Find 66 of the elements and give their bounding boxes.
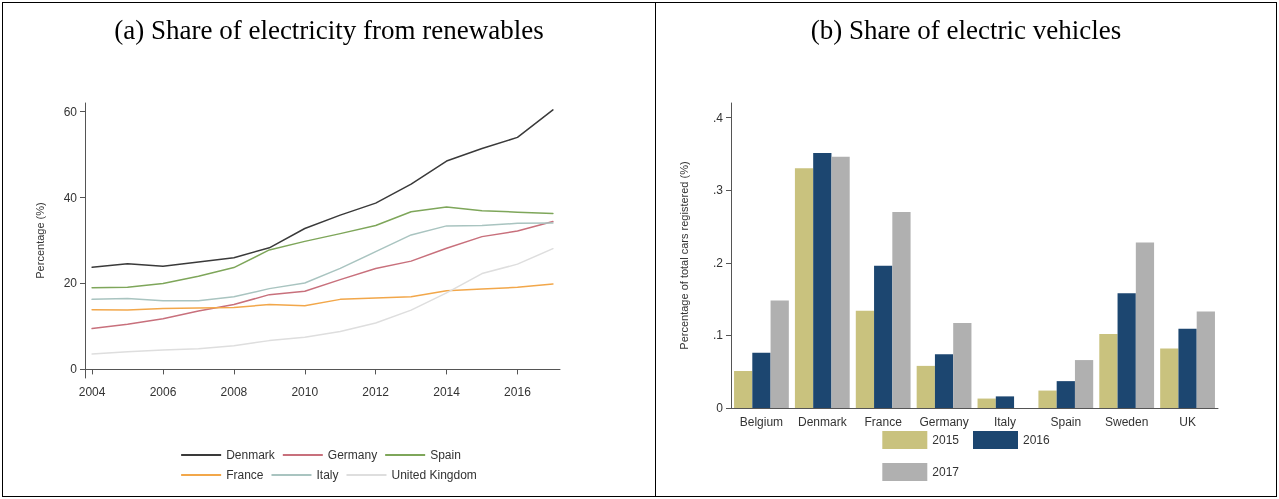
x-tick-label: 2014: [433, 385, 461, 399]
line-series: [91, 283, 554, 311]
x-tick-label: 2010: [291, 385, 319, 399]
legend-label: Spain: [430, 448, 461, 462]
bar: [794, 168, 814, 408]
y-tick-label: 40: [63, 190, 78, 205]
x-tick-label: 2012: [362, 385, 390, 399]
x-tick-label: Spain: [1050, 415, 1082, 429]
bar: [813, 153, 832, 408]
bar: [1099, 333, 1118, 408]
chart-title: (a) Share of electricity from renewables: [114, 14, 544, 45]
x-tick-label: 2006: [149, 385, 177, 399]
bar: [1160, 348, 1179, 408]
x-tick-label: Italy: [993, 415, 1016, 429]
bar: [1117, 293, 1136, 408]
bar: [1074, 360, 1094, 408]
line-series: [91, 109, 554, 268]
line-series: [91, 222, 554, 302]
legend-label: Italy: [316, 468, 339, 482]
x-tick-label: France: [864, 415, 903, 429]
bar: [916, 365, 935, 408]
bar: [1056, 381, 1075, 408]
bar: [831, 156, 850, 408]
y-tick-label: 20: [63, 276, 78, 291]
x-tick-label: UK: [1179, 415, 1196, 429]
y-tick-label: .1: [712, 328, 724, 343]
y-tick-label: .2: [712, 255, 724, 270]
y-tick-label: 0: [70, 362, 78, 377]
bar: [734, 370, 753, 408]
x-tick-label: Belgium: [739, 415, 784, 429]
line-series: [91, 220, 554, 330]
bar: [1135, 242, 1155, 408]
legend-label: France: [226, 468, 264, 482]
bar: [934, 354, 954, 408]
x-tick-label: Sweden: [1105, 415, 1149, 429]
bar: [874, 265, 893, 408]
bar: [770, 300, 789, 408]
bar: [1196, 311, 1215, 408]
bar: [752, 352, 771, 408]
chart-title: (b) Share of electric vehicles: [810, 14, 1122, 45]
bar: [977, 398, 996, 408]
legend-label: 2015: [932, 433, 960, 447]
y-axis-title: Percentage (%): [33, 202, 46, 279]
x-tick-label: 2004: [78, 385, 106, 399]
bar: [953, 323, 972, 408]
y-tick-label: .3: [712, 183, 724, 198]
bar: [892, 211, 911, 408]
legend-label: United Kingdom: [391, 468, 477, 482]
bar: [1178, 328, 1197, 408]
x-tick-label: 2008: [220, 385, 248, 399]
y-axis-title: Percentage of total cars registered (%): [677, 161, 690, 350]
bar: [995, 396, 1015, 408]
bar: [1038, 390, 1057, 408]
legend-label: Germany: [327, 448, 378, 462]
line-series: [91, 247, 554, 355]
legend-label: 2016: [1023, 433, 1051, 447]
x-tick-label: 2016: [504, 385, 532, 399]
legend-label: Denmark: [226, 448, 276, 462]
bar: [855, 310, 875, 408]
y-tick-label: 60: [63, 104, 78, 119]
line-series: [91, 206, 554, 289]
y-tick-label: .4: [712, 110, 724, 125]
x-tick-label: Germany: [919, 415, 969, 429]
y-tick-label: 0: [716, 401, 724, 415]
x-tick-label: Denmark: [797, 415, 848, 429]
legend-label: 2017: [932, 465, 960, 479]
